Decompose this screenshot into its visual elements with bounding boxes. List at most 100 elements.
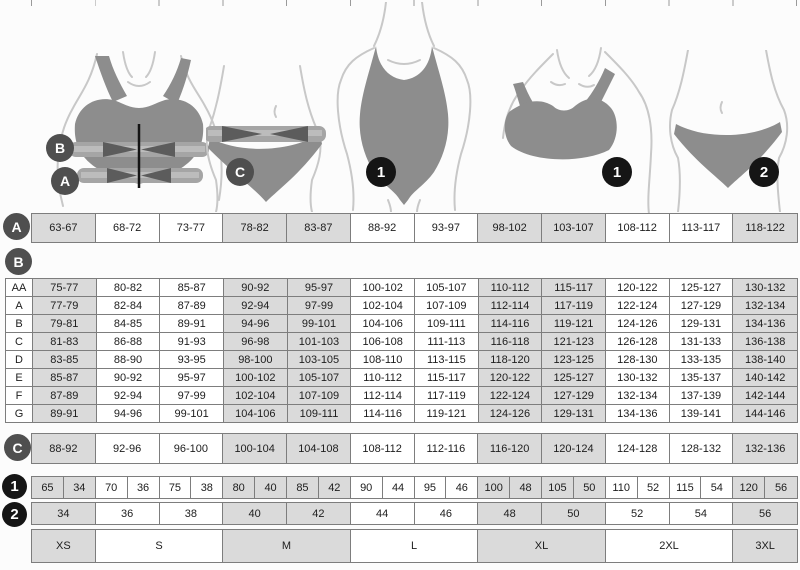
- table-c-cell: 92-96: [95, 434, 160, 463]
- table-b-cell: 90-92: [96, 369, 161, 386]
- table-b-cell: 104-106: [224, 405, 288, 422]
- table-b-cell: 124-126: [478, 405, 543, 422]
- table-b-cell: 115-117: [415, 369, 479, 386]
- table-2-cell: 52: [605, 503, 670, 524]
- table-a-cell: 118-122: [733, 214, 797, 242]
- table-b-cell: 131-133: [669, 333, 734, 350]
- table-c-cell: 100-104: [223, 434, 287, 463]
- table-b-row: A 77-79 82-84 87-89 92-94 97-99 102-104 107-109…: [6, 297, 797, 315]
- table-b-cell: 117-119: [542, 297, 606, 314]
- table-1-cell: 54: [701, 477, 734, 498]
- table-1-cell: 75: [159, 477, 192, 498]
- table-2-cell: 38: [159, 503, 224, 524]
- table-b-cell: 89-91: [160, 315, 224, 332]
- table-b-cell: 109-111: [415, 315, 479, 332]
- table-b-cup-sizes: AA 75-77 80-82 85-87 90-92 95-97 100-102 105-10…: [5, 278, 798, 423]
- swimsuit-illustration: [324, 2, 482, 212]
- table-b-cell: 100-102: [224, 369, 288, 386]
- table-b-cell: 107-109: [287, 387, 352, 404]
- hip-measurement-illustration: [206, 64, 326, 212]
- table-b-cell: 97-99: [160, 387, 224, 404]
- table-b-cell: 127-129: [542, 387, 606, 404]
- row-label-a: A: [3, 213, 30, 240]
- table-b-cell: 112-114: [478, 297, 543, 314]
- table-a-cell: 98-102: [478, 214, 542, 242]
- table-a-cell: 88-92: [350, 214, 415, 242]
- table-1-cell: 100: [478, 477, 511, 498]
- row-label-2: 2: [2, 502, 27, 527]
- table-2-cell: 34: [32, 503, 96, 524]
- table-b-cell: 101-103: [287, 333, 352, 350]
- table-b-cell: 94-96: [224, 315, 288, 332]
- table-1-cell: 56: [765, 477, 797, 498]
- table-b-cell: 75-77: [33, 279, 97, 296]
- figure-label-c: C: [226, 158, 254, 186]
- row-label-b: B: [5, 248, 32, 275]
- row-label-c: C: [4, 434, 31, 461]
- table-b-cell: 135-137: [669, 369, 734, 386]
- table-b-cell: 83-85: [33, 351, 97, 368]
- table-1-cell: 48: [510, 477, 542, 498]
- table-1-cell: 105: [542, 477, 574, 498]
- table-b-cell: 129-131: [542, 405, 606, 422]
- table-b-cell: 122-124: [478, 387, 543, 404]
- table-b-cell: 99-101: [160, 405, 224, 422]
- table-b-cell: 118-120: [478, 351, 543, 368]
- table-a-cell: 68-72: [95, 214, 160, 242]
- table-b-cell: 117-119: [415, 387, 479, 404]
- table-2-cell: 44: [350, 503, 415, 524]
- table-c-hips: 88-92 92-96 96-100 100-104 104-108 108-112 112…: [31, 433, 798, 464]
- table-2-cell: 54: [669, 503, 734, 524]
- table-1-cell: 50: [573, 477, 606, 498]
- table-b-row-label: A: [6, 297, 33, 314]
- table-1-cell: 65: [32, 477, 64, 498]
- table-c-cell: 104-108: [287, 434, 351, 463]
- table-b-cell: 81-83: [33, 333, 97, 350]
- figure-label-b: B: [46, 134, 74, 162]
- table-b-cell: 113-115: [415, 351, 479, 368]
- table-b-row-label: D: [6, 351, 33, 368]
- size-cell: S: [95, 530, 224, 562]
- size-cell: 2XL: [605, 530, 734, 562]
- table-b-row: E 85-87 90-92 95-97 100-102 105-107 110-112 115…: [6, 369, 797, 387]
- table-b-cell: 125-127: [669, 279, 734, 296]
- table-b-cell: 87-89: [33, 387, 97, 404]
- table-b-row: G 89-91 94-96 99-101 104-106 109-111 114-116 11…: [6, 405, 797, 422]
- table-1-cell: 34: [63, 477, 96, 498]
- table-1-cell: 80: [223, 477, 256, 498]
- table-c-cell: 108-112: [350, 434, 415, 463]
- size-cell: XL: [478, 530, 606, 562]
- table-a-cell: 108-112: [605, 214, 670, 242]
- table-b-cell: 87-89: [160, 297, 224, 314]
- table-b-cell: 122-124: [606, 297, 670, 314]
- table-a-cell: 83-87: [287, 214, 351, 242]
- figure-label-1-swimsuit: 1: [366, 157, 396, 187]
- table-c-cell: 128-132: [669, 434, 734, 463]
- table-2-cell: 48: [478, 503, 542, 524]
- table-b-cell: 80-82: [96, 279, 161, 296]
- table-c-cell: 112-116: [414, 434, 479, 463]
- table-b-cell: 92-94: [224, 297, 288, 314]
- swimsuit-drawing: [336, 2, 472, 212]
- table-c-cell: 88-92: [32, 434, 96, 463]
- table-a-cell: 63-67: [32, 214, 96, 242]
- table-b-cell: 86-88: [96, 333, 161, 350]
- table-b-row-label: G: [6, 405, 33, 422]
- table-b-cell: 132-134: [606, 387, 670, 404]
- size-cell: 3XL: [733, 530, 797, 562]
- table-b-cell: 89-91: [33, 405, 97, 422]
- table-1-cell: 38: [191, 477, 224, 498]
- table-b-cell: 133-135: [669, 351, 734, 368]
- table-b-cell: 88-90: [96, 351, 161, 368]
- table-1-cell: 36: [127, 477, 160, 498]
- table-b-cell: 105-107: [287, 369, 352, 386]
- hip-measurement-drawing: [206, 65, 326, 212]
- table-1-cell: 115: [669, 477, 702, 498]
- table-1-cell: 110: [605, 477, 638, 498]
- table-b-cell: 127-129: [669, 297, 734, 314]
- table-b-cell: 130-132: [606, 369, 670, 386]
- table-b-cell: 105-107: [415, 279, 479, 296]
- table-b-cell: 116-118: [478, 333, 543, 350]
- bralette-drawing: [502, 47, 653, 214]
- table-b-cell: 120-122: [606, 279, 670, 296]
